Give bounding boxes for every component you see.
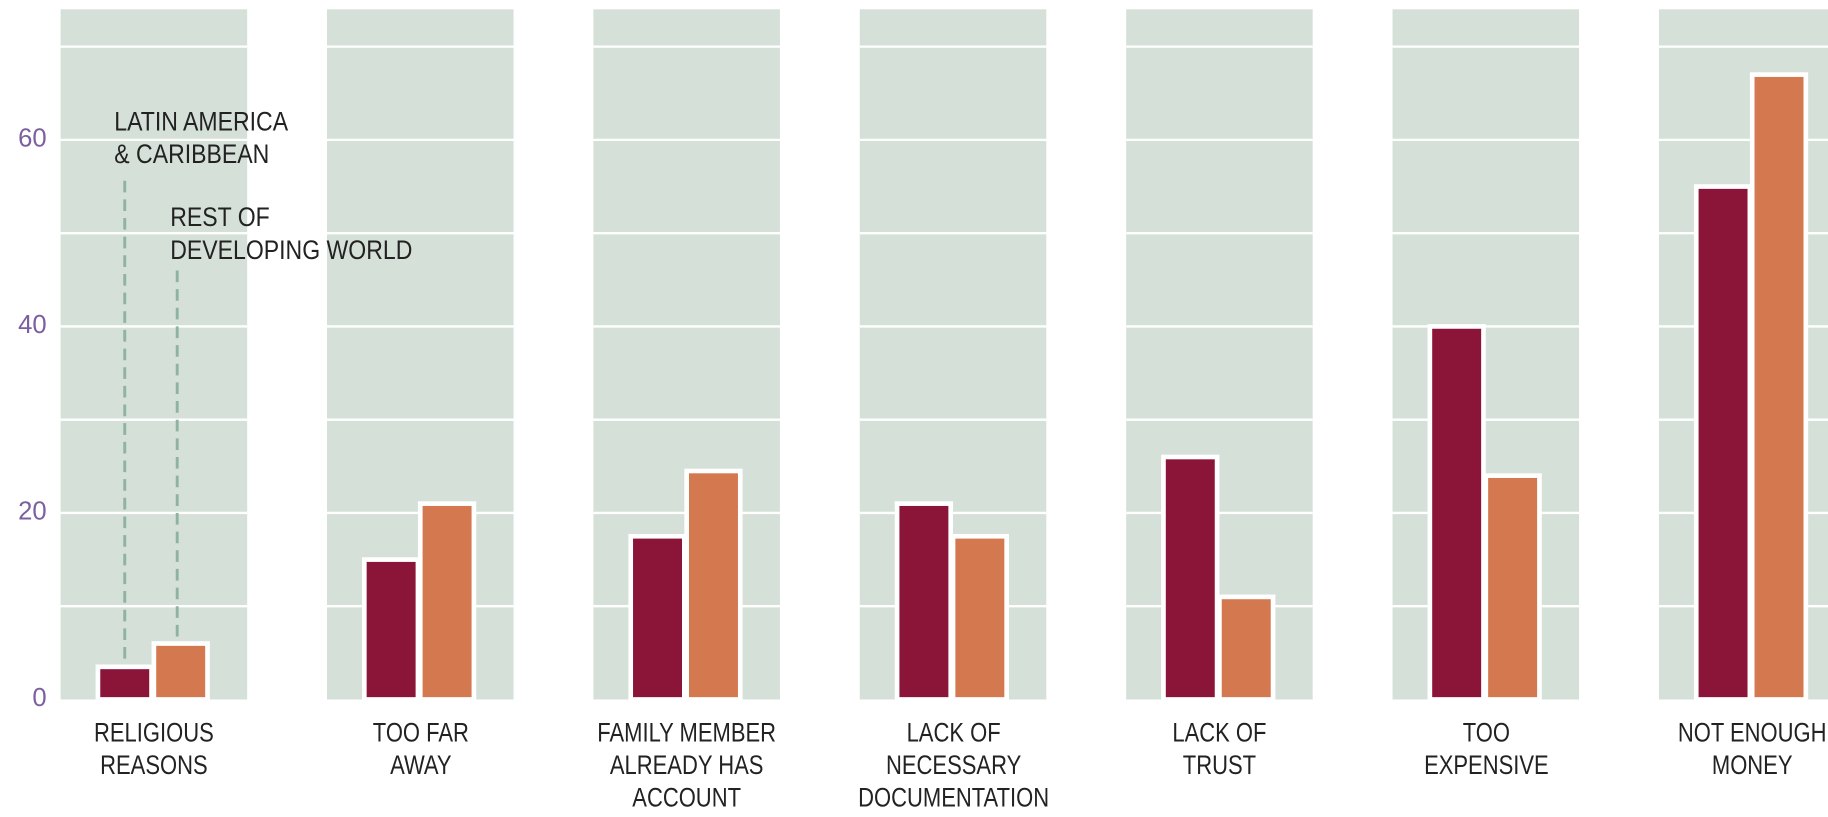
x-tick-label: FAMILY MEMBER ALREADY HAS ACCOUNT xyxy=(597,716,777,813)
x-tick-label: TOO EXPENSIVE xyxy=(1423,716,1549,780)
panel xyxy=(60,9,248,700)
bar xyxy=(1217,594,1276,702)
x-tick-label: RELIGIOUS REASONS xyxy=(94,716,214,780)
bar xyxy=(1693,184,1753,702)
y-tick-label: 40 xyxy=(18,311,47,339)
x-tick-label: TOO FAR AWAY xyxy=(372,716,469,780)
x-tick-label: NOT ENOUGH MONEY xyxy=(1677,716,1827,780)
bar xyxy=(1427,324,1486,702)
bar xyxy=(684,468,743,702)
bar xyxy=(95,664,154,702)
bar xyxy=(361,557,421,702)
y-tick-label: 0 xyxy=(32,684,46,712)
bar xyxy=(1161,454,1220,702)
bar xyxy=(950,533,1009,702)
legend-label: LATIN AMERICA & CARIBBEAN xyxy=(114,106,289,170)
bar xyxy=(894,501,954,702)
y-tick-label: 20 xyxy=(18,498,47,526)
bar xyxy=(628,533,687,702)
y-tick-label: 60 xyxy=(18,125,47,153)
bar xyxy=(1483,473,1542,702)
bar xyxy=(151,641,210,702)
bar xyxy=(417,501,477,702)
legend-label: REST OF DEVELOPING WORLD xyxy=(170,201,413,265)
x-tick-label: LACK OF TRUST xyxy=(1172,716,1267,780)
x-tick-label: LACK OF NECESSARY DOCUMENTATION xyxy=(857,716,1049,813)
bar xyxy=(1749,72,1809,702)
